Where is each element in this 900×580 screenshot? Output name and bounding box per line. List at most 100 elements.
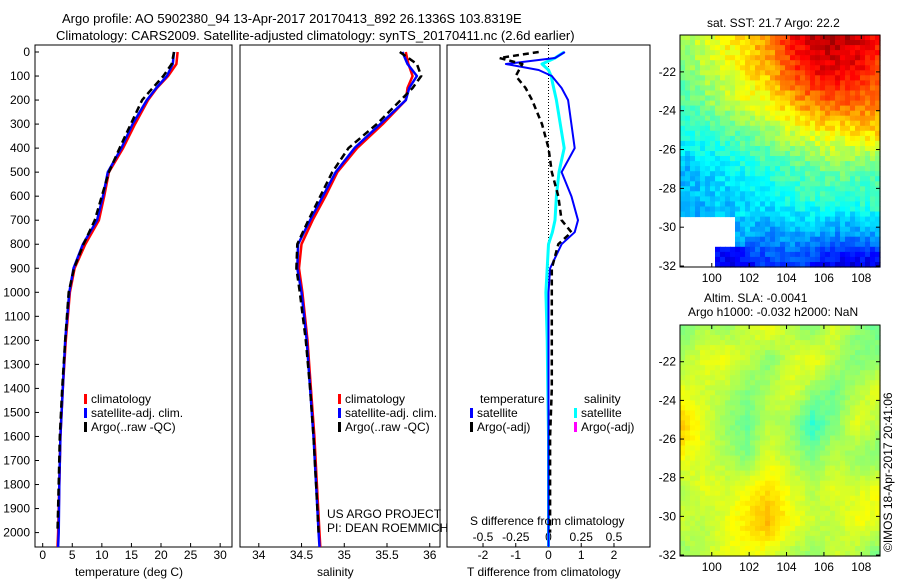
salinity-satellite-diff-line [540,50,566,547]
sla-map-cell [850,490,856,497]
sla-map-cell [795,430,801,437]
sst-map-cell [725,100,731,107]
sla-map-cell [830,380,836,386]
sst-map-cell [750,226,756,233]
sst-map-cell [860,50,866,56]
sst-map-cell [685,105,691,112]
sla-map-cell [740,355,746,361]
sla-map-cell [715,330,721,336]
salinity-x-tick-label: 34.5 [290,548,314,562]
sla-map-cell [755,450,761,457]
sla-map-cell [740,330,746,336]
sla-map-cell [780,490,786,497]
sla-map-cell [690,445,696,452]
sla-map-cell [875,470,881,477]
sla-map-cell [725,405,731,411]
sla-map-cell [765,546,771,552]
sla-map-cell [875,375,881,381]
sla-map-cell [810,330,816,336]
sla-map-cell [785,520,791,527]
sst-map-cell [775,35,781,41]
sst-map-cell [780,251,786,258]
sst-map-cell [830,211,836,218]
sla-map-cell [815,465,821,472]
sst-map-cell [855,115,861,122]
sla-map-cell [785,510,791,517]
sst-map-cell [770,186,776,192]
sla-map-cell [770,470,776,477]
sla-map-cell [865,430,871,437]
sla-map-cell [825,546,831,552]
sst-map-cell [780,125,786,132]
sst-map-cell [740,100,746,107]
sla-map-cell [755,440,761,447]
sla-map-cell [775,465,781,472]
sla-map-cell [835,400,841,406]
sla-map-cell [860,335,866,341]
sla-map-cell [805,505,811,512]
sla-map-cell [710,395,716,401]
sla-map-cell [805,445,811,452]
sst-map-cell [830,171,836,177]
sla-map-cell [835,475,841,482]
sst-map-cell [865,221,871,228]
sst-map-cell [785,251,791,258]
sla-map-cell [810,546,816,552]
sla-map-cell [775,380,781,386]
sst-map-cell [845,181,851,187]
sst-map-cell [860,196,866,202]
sla-map-cell [780,515,786,522]
sla-map-cell [800,405,806,411]
sla-map-cell [740,365,746,371]
sst-map-cell [790,55,796,61]
sla-map-cell [730,340,736,346]
sla-map-cell [800,380,806,386]
sla-map-cell [825,330,831,336]
sst-map-cell [760,151,766,157]
sla-map-cell [755,435,761,442]
sst-map-cell [875,65,881,71]
sla-map-cell [795,350,801,356]
sst-map-cell [875,156,881,162]
sst-map-cell [685,191,691,197]
sst-map-cell [760,211,766,218]
sla-map-cell [865,475,871,482]
sst-map-cell [865,156,871,162]
sst-map-cell [795,35,801,41]
sst-map-cell [745,251,751,258]
sla-map-cell [780,546,786,552]
sst-map-cell [705,211,711,218]
sla-map-cell [845,505,851,512]
sst-map-cell [790,90,796,97]
sst-map-cell [820,95,826,102]
sla-map-cell [780,530,786,537]
sla-map-cell [710,385,716,391]
sst-map-cell [755,40,761,46]
sst-map-cell [705,186,711,192]
sst-map-cell [775,45,781,51]
sla-map-cell [785,345,791,351]
sst-map-cell [850,50,856,56]
sst-map-cell [745,60,751,66]
sla-map-cell [740,420,746,426]
sst-map-cell [785,171,791,177]
sla-map-cell [840,355,846,361]
sla-map-cell [740,505,746,512]
sla-map-cell [705,405,711,411]
sla-map-cell [865,535,871,542]
sst-map-cell [845,226,851,233]
sla-map-cell [730,445,736,452]
sla-map-cell [740,430,746,437]
sla-map-cell [805,345,811,351]
sst-map-cell [795,161,801,167]
sla-map-cell [740,465,746,472]
salinity-satellite-line [296,51,419,548]
sst-map-cell [855,176,861,182]
sst-map-cell [800,151,806,157]
sla-map-cell [715,365,721,371]
sst-map-cell [740,75,746,81]
sla-map-cell [725,500,731,507]
sst-map-cell [875,45,881,51]
sla-map-cell [830,395,836,401]
sla-map-cell [840,525,846,532]
